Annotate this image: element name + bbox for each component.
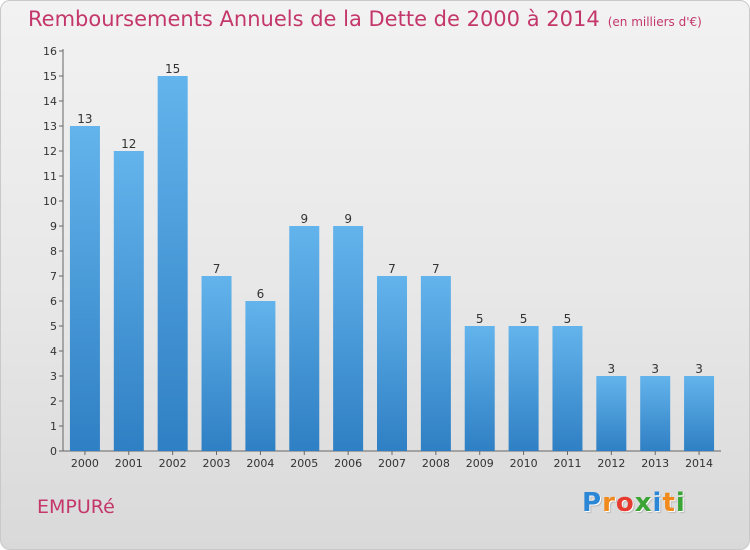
bar-value-label: 5 [520, 312, 528, 326]
y-tick-label: 7 [50, 270, 57, 283]
x-tick-label: 2004 [246, 457, 274, 470]
x-tick-label: 2008 [422, 457, 450, 470]
bar [289, 226, 320, 451]
bar [640, 376, 671, 451]
bar [684, 376, 715, 451]
bar [333, 226, 364, 451]
bar-value-label: 7 [388, 262, 396, 276]
y-tick-label: 13 [43, 120, 57, 133]
y-tick-label: 11 [43, 170, 57, 183]
bar-value-label: 7 [213, 262, 221, 276]
logo-letter: t [662, 488, 676, 518]
y-tick-label: 9 [50, 220, 57, 233]
bar-value-label: 15 [165, 62, 180, 76]
x-tick-label: 2005 [290, 457, 318, 470]
logo-letter: x [634, 488, 653, 518]
x-tick-label: 2003 [203, 457, 231, 470]
proxiti-logo: Proxiti [582, 488, 686, 518]
x-tick-label: 2007 [378, 457, 406, 470]
bar-value-label: 9 [300, 212, 308, 226]
y-tick-label: 14 [43, 95, 57, 108]
y-tick-label: 0 [50, 445, 57, 458]
x-tick-label: 2013 [641, 457, 669, 470]
y-tick-label: 1 [50, 420, 57, 433]
x-tick-label: 2011 [553, 457, 581, 470]
bar-value-label: 3 [651, 362, 659, 376]
bar [157, 76, 188, 451]
bar-value-label: 9 [344, 212, 352, 226]
y-tick-label: 6 [50, 295, 57, 308]
x-tick-label: 2010 [510, 457, 538, 470]
bar [596, 376, 627, 451]
bar [552, 326, 583, 451]
bar-value-label: 7 [432, 262, 440, 276]
y-tick-label: 2 [50, 395, 57, 408]
logo-letter: o [615, 488, 635, 518]
y-tick-label: 16 [43, 45, 57, 58]
chart-title: Remboursements Annuels de la Dette de 20… [28, 7, 702, 31]
y-tick-label: 10 [43, 195, 57, 208]
bar-value-label: 13 [77, 112, 92, 126]
logo-letter: i [675, 488, 686, 518]
bar [420, 276, 451, 451]
bar-value-label: 5 [476, 312, 484, 326]
bar-value-label: 12 [121, 137, 136, 151]
y-tick-label: 12 [43, 145, 57, 158]
chart-title-text: Remboursements Annuels de la Dette de 20… [28, 7, 600, 31]
bar [508, 326, 539, 451]
bar [464, 326, 495, 451]
bar [377, 276, 407, 451]
x-tick-label: 2001 [115, 457, 143, 470]
x-tick-label: 2006 [334, 457, 362, 470]
y-tick-label: 5 [50, 320, 57, 333]
x-tick-label: 2012 [597, 457, 625, 470]
x-tick-label: 2000 [71, 457, 99, 470]
bar [201, 276, 232, 451]
bar-value-label: 3 [608, 362, 616, 376]
bar [113, 151, 144, 451]
bar [69, 126, 100, 451]
logo-letter: r [602, 488, 616, 518]
bar-value-label: 5 [564, 312, 572, 326]
logo-letter: i [652, 488, 663, 518]
bar [245, 301, 276, 451]
chart-bars: 13 12 15 7 6 9 9 7 7 5 5 5 3 3 3 [69, 62, 715, 451]
x-tick-label: 2002 [159, 457, 187, 470]
y-tick-label: 4 [50, 345, 57, 358]
bar-value-label: 3 [695, 362, 703, 376]
y-tick-label: 15 [43, 70, 57, 83]
commune-name: EMPURé [37, 496, 115, 518]
chart-subtitle: (en milliers d'€) [607, 15, 702, 29]
bar-value-label: 6 [257, 287, 265, 301]
x-tick-label: 2009 [466, 457, 494, 470]
y-tick-label: 3 [50, 370, 57, 383]
x-tick-label: 2014 [685, 457, 713, 470]
logo-letter: P [582, 488, 603, 518]
y-tick-label: 8 [50, 245, 57, 258]
